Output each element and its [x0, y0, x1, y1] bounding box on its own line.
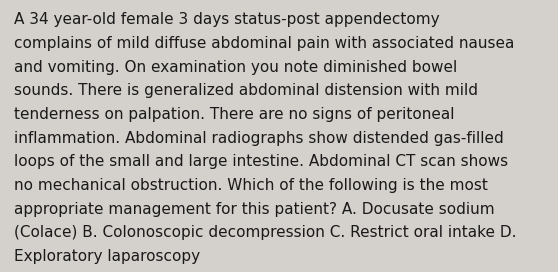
Text: sounds. There is generalized abdominal distension with mild: sounds. There is generalized abdominal d…: [14, 83, 478, 98]
Text: A 34 year-old female 3 days status-post appendectomy: A 34 year-old female 3 days status-post …: [14, 12, 440, 27]
Text: inflammation. Abdominal radiographs show distended gas-filled: inflammation. Abdominal radiographs show…: [14, 131, 504, 146]
Text: Exploratory laparoscopy: Exploratory laparoscopy: [14, 249, 200, 264]
Text: complains of mild diffuse abdominal pain with associated nausea: complains of mild diffuse abdominal pain…: [14, 36, 514, 51]
Text: no mechanical obstruction. Which of the following is the most: no mechanical obstruction. Which of the …: [14, 178, 488, 193]
Text: tenderness on palpation. There are no signs of peritoneal: tenderness on palpation. There are no si…: [14, 107, 454, 122]
Text: (Colace) B. Colonoscopic decompression C. Restrict oral intake D.: (Colace) B. Colonoscopic decompression C…: [14, 225, 517, 240]
Text: appropriate management for this patient? A. Docusate sodium: appropriate management for this patient?…: [14, 202, 494, 217]
Text: loops of the small and large intestine. Abdominal CT scan shows: loops of the small and large intestine. …: [14, 154, 508, 169]
Text: and vomiting. On examination you note diminished bowel: and vomiting. On examination you note di…: [14, 60, 457, 75]
